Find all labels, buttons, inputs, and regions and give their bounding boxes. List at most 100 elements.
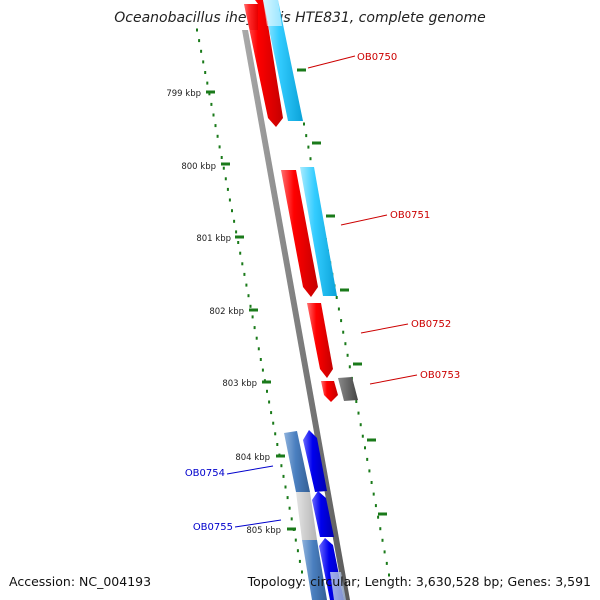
ruler-dot-left [261,368,264,372]
tick-label-804: 804 kbp [235,453,270,463]
ruler-dot-right [368,469,371,473]
ruler-dot-left [286,496,289,500]
gene-label-ob0755[interactable]: OB0755 [193,522,233,533]
gene-ob0755[interactable] [312,491,334,537]
ruler-dot-left [196,28,198,32]
ruler-dot-left [218,145,221,149]
ruler-dot-right [335,296,338,299]
ruler-dot-right [377,515,380,519]
topology-text: Topology: circular; Length: 3,630,528 bp… [247,574,591,589]
ruler-major-tick-right [297,68,306,72]
ruler-dot-left [210,102,213,106]
ruler-dot-left [245,283,248,287]
ruler-dot-right [307,145,310,149]
ruler-dot-left [257,347,260,351]
ruler-ticks [206,68,387,531]
gene-ob0754[interactable] [303,430,327,492]
ruler-dot-left [253,326,256,330]
ruler-dot-left [198,39,201,43]
ruler-dot-left [200,49,203,53]
gene-ob0753[interactable] [321,381,338,402]
ruler-dot-right [370,481,373,484]
leader-ob0751 [340,214,388,226]
ruler-major-tick [235,235,244,239]
ruler-dot-right [348,365,351,369]
leader-ob0755 [234,519,282,528]
ruler-major-tick [262,380,271,384]
ruler-dot-left [282,474,285,478]
ruler-dot-left [274,432,277,436]
gene-ob0751[interactable] [281,170,318,297]
ruler-major-tick [287,527,296,531]
gene-ob0752[interactable] [307,303,333,378]
ruler-dot-right [379,527,382,531]
ruler-dot-left [249,304,252,308]
ruler-dot-left [294,538,297,542]
ruler-dot-right [381,538,384,542]
ruler-dot-left [228,198,231,202]
ruler-dot-right [337,307,340,311]
ruler-dot-left [276,443,279,446]
tick-label-802: 802 kbp [209,307,244,317]
gene-label-ob0752[interactable]: OB0752 [411,319,451,330]
ruler-dot-left [280,464,283,468]
ruler-dot-left [222,166,225,170]
ruler-dot-right [305,134,308,138]
ruler-dot-left [296,549,299,553]
ruler-dot-right [364,446,366,450]
gene-features [244,0,358,600]
ruler-dot-left [235,230,238,234]
ruler-major-tick-right [326,214,335,218]
gene-next-pale [330,572,346,600]
tick-label-803: 803 kbp [222,379,257,389]
ruler-dot-left [259,358,262,361]
leader-ob0753 [369,374,418,385]
gene-ob0750[interactable] [244,0,283,127]
ruler-dot-left [216,134,219,138]
ruler-dot-left [251,315,254,319]
pseudo-ob0753[interactable] [338,377,358,401]
gene-ob0750-top [244,4,258,30]
ruler-dot-left [255,336,258,340]
ruler-dot-right [374,504,377,508]
gene-label-ob0751[interactable]: OB0751 [390,210,430,221]
ruler-dot-right [342,330,345,334]
ruler-dot-left [241,262,244,266]
ruler-dot-left [301,570,303,574]
cds-ob0755[interactable] [296,492,317,540]
ruler-dot-right [385,561,388,565]
label-leader-lines [226,55,418,528]
ruler-major-tick [249,308,258,312]
ruler-dot-right [372,492,375,496]
ruler-labels: 799 kbp 800 kbp 801 kbp 802 kbp 803 kbp … [166,89,281,536]
ruler-dot-left [266,389,268,393]
genome-backbone [242,30,350,600]
cds-ob0750-top [263,0,282,26]
cds-ob0754[interactable] [284,431,310,492]
ruler-dot-left [224,177,227,181]
ruler-major-tick-right [367,438,376,442]
tick-label-801: 801 kbp [196,234,231,244]
gene-labels: OB0750 OB0751 OB0752 OB0753 OB0754 OB075… [185,52,460,533]
cds-ob0750[interactable] [263,0,303,121]
ruler-dot-left [247,294,250,298]
gene-label-ob0750[interactable]: OB0750 [357,52,397,63]
ruler-major-tick [206,90,215,94]
ruler-dot-right [366,457,369,461]
ruler-dot-right [340,319,343,323]
ruler-dot-right [355,400,358,403]
leader-ob0752 [360,323,409,334]
ruler-dot-left [284,485,287,489]
ruler-major-tick-right [340,288,349,292]
ruler-dot-left [212,113,215,117]
ruler-dot-left [290,517,293,521]
ruler-major-tick [221,162,230,166]
cds-ob0751[interactable] [300,167,337,296]
ruler-dot-left [220,156,223,159]
ruler-dot-right [383,550,386,554]
gene-label-ob0753[interactable]: OB0753 [420,370,460,381]
ruler-dot-right [346,353,349,357]
gene-label-ob0754[interactable]: OB0754 [185,468,225,479]
